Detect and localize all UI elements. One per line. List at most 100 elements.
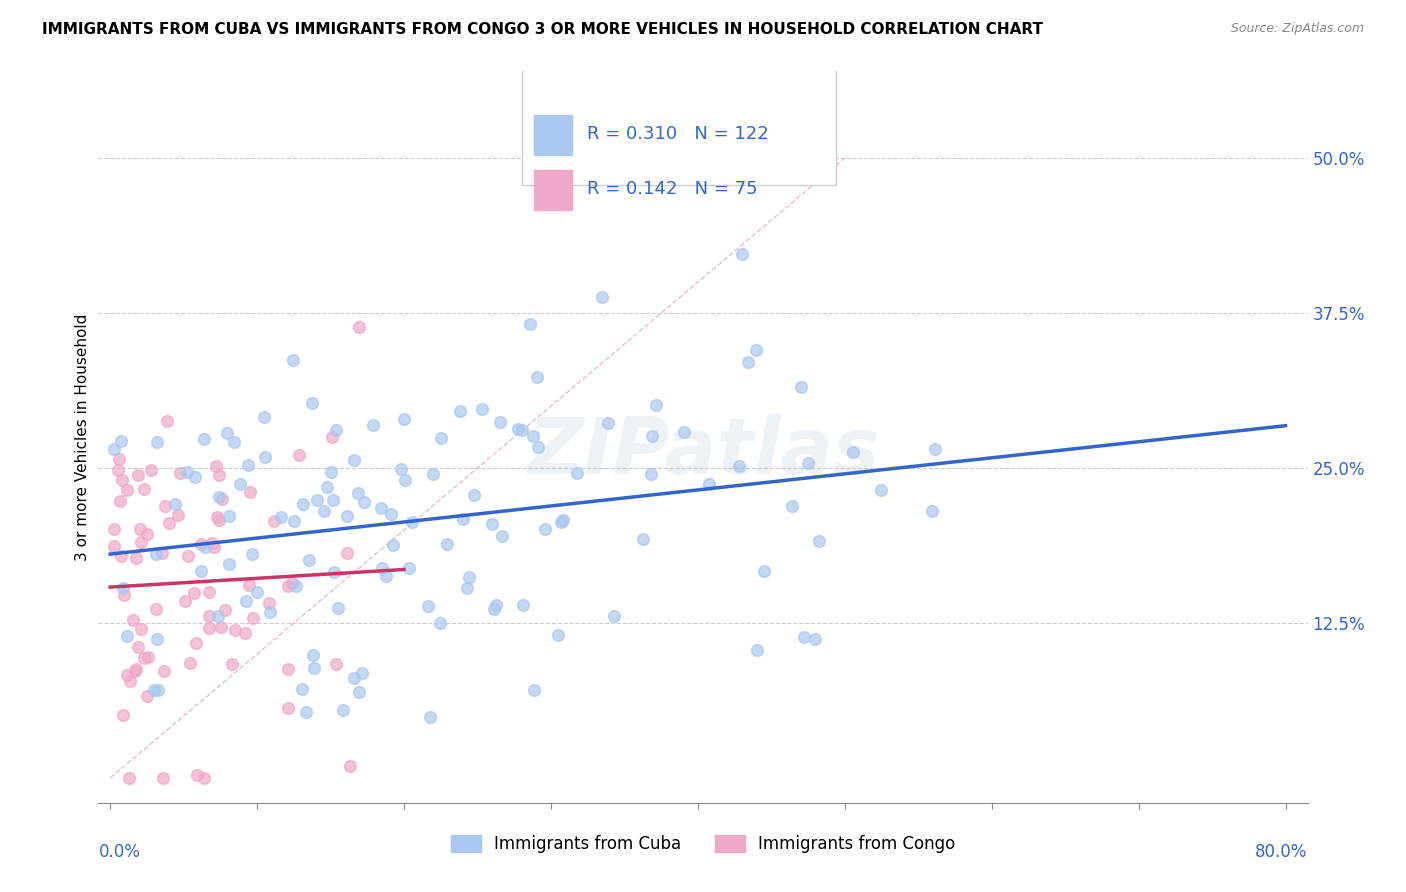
- Point: [120, 674, 142, 689]
- Point: [394, 473, 416, 487]
- Point: [207, 468, 229, 483]
- Point: [790, 380, 813, 394]
- Point: [190, 537, 212, 551]
- Point: [295, 705, 318, 719]
- Point: [745, 343, 768, 358]
- Point: [526, 370, 548, 384]
- Point: [481, 517, 503, 532]
- Point: [202, 540, 225, 554]
- Point: [169, 466, 191, 480]
- Point: [325, 657, 347, 671]
- Point: [155, 414, 177, 428]
- Point: [631, 532, 654, 546]
- FancyBboxPatch shape: [522, 61, 837, 185]
- Point: [640, 467, 662, 482]
- Point: [125, 662, 148, 676]
- Point: [322, 493, 344, 508]
- Point: [731, 247, 754, 261]
- Point: [302, 661, 325, 675]
- Point: [283, 514, 305, 528]
- Point: [457, 570, 479, 584]
- Text: IMMIGRANTS FROM CUBA VS IMMIGRANTS FROM CONGO 3 OR MORE VEHICLES IN HOUSEHOLD CO: IMMIGRANTS FROM CUBA VS IMMIGRANTS FROM …: [42, 22, 1043, 37]
- Point: [375, 569, 398, 583]
- Point: [136, 690, 159, 704]
- Point: [924, 442, 946, 456]
- Point: [471, 402, 494, 417]
- Point: [510, 423, 533, 437]
- Point: [111, 473, 134, 487]
- Point: [347, 685, 370, 699]
- Point: [673, 425, 696, 439]
- Point: [177, 549, 200, 564]
- Point: [641, 429, 664, 443]
- Point: [491, 529, 513, 543]
- Point: [190, 564, 212, 578]
- Point: [115, 668, 138, 682]
- Point: [207, 491, 229, 505]
- Point: [804, 632, 827, 647]
- Point: [125, 551, 148, 566]
- Point: [111, 708, 134, 723]
- Point: [207, 609, 229, 624]
- Point: [508, 422, 530, 436]
- Point: [145, 601, 167, 615]
- Point: [534, 522, 557, 536]
- Point: [547, 628, 569, 642]
- Point: [380, 507, 402, 521]
- Point: [233, 626, 256, 640]
- Point: [523, 683, 546, 698]
- Point: [315, 480, 337, 494]
- Point: [167, 508, 190, 523]
- Point: [253, 409, 276, 424]
- Point: [153, 499, 176, 513]
- Point: [336, 509, 359, 524]
- Point: [122, 614, 145, 628]
- Point: [430, 431, 453, 445]
- Point: [153, 665, 176, 679]
- Point: [115, 629, 138, 643]
- Text: 80.0%: 80.0%: [1256, 843, 1308, 861]
- Point: [224, 435, 246, 450]
- Point: [482, 601, 505, 615]
- Point: [221, 657, 243, 672]
- Point: [737, 355, 759, 369]
- Point: [263, 514, 285, 528]
- Point: [797, 456, 820, 470]
- Point: [453, 512, 475, 526]
- Point: [270, 509, 292, 524]
- Point: [336, 546, 359, 560]
- Point: [793, 630, 815, 644]
- Point: [118, 771, 141, 785]
- Point: [150, 546, 173, 560]
- Point: [488, 415, 510, 429]
- Point: [198, 608, 221, 623]
- Point: [808, 534, 831, 549]
- Point: [347, 320, 370, 334]
- Point: [207, 509, 229, 524]
- FancyBboxPatch shape: [534, 115, 572, 155]
- Point: [551, 513, 574, 527]
- Point: [145, 547, 167, 561]
- Point: [370, 501, 392, 516]
- Point: [103, 522, 125, 536]
- Point: [301, 396, 323, 410]
- Legend: Immigrants from Cuba, Immigrants from Congo: Immigrants from Cuba, Immigrants from Co…: [451, 835, 955, 853]
- Point: [292, 497, 315, 511]
- Point: [526, 440, 548, 454]
- Point: [146, 435, 169, 450]
- Point: [240, 547, 263, 561]
- FancyBboxPatch shape: [534, 170, 572, 211]
- Point: [138, 649, 160, 664]
- Text: R = 0.310   N = 122: R = 0.310 N = 122: [586, 125, 769, 143]
- Point: [842, 445, 865, 459]
- Point: [591, 290, 613, 304]
- Point: [194, 540, 217, 554]
- Point: [115, 483, 138, 498]
- Point: [110, 434, 132, 449]
- Point: [921, 504, 943, 518]
- Point: [259, 596, 281, 610]
- Point: [142, 682, 165, 697]
- Point: [239, 484, 262, 499]
- Point: [110, 549, 132, 563]
- Point: [229, 477, 252, 491]
